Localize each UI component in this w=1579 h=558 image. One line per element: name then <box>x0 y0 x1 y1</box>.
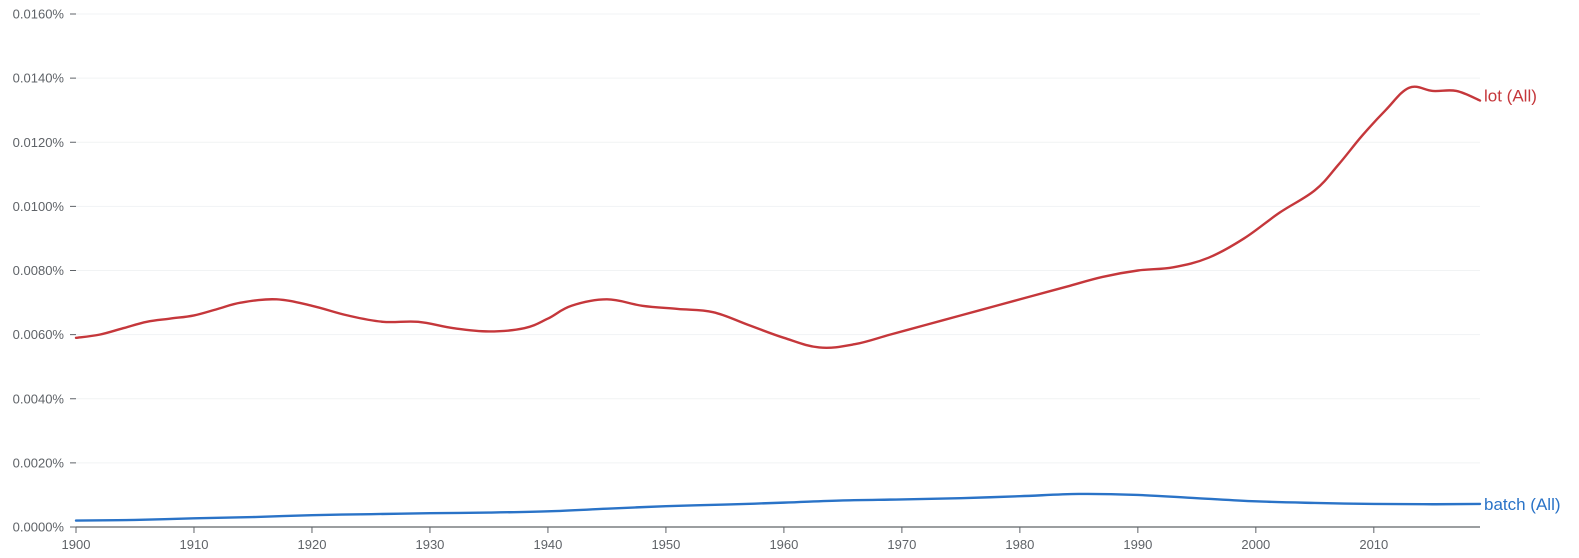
axis-layer: 0.0000% 0.0020% 0.0040% 0.0060% 0.0080% 0.010… <box>13 7 1480 552</box>
label-layer: lot (All) batch (All) <box>1484 87 1561 514</box>
x-tick-label: 1960 <box>769 537 798 552</box>
y-tick-label: 0.0100% <box>13 199 65 214</box>
y-tick-label: 0.0120% <box>13 135 65 150</box>
grid-layer <box>76 13 1480 464</box>
series-line-batch-all[interactable] <box>74 492 1482 522</box>
x-tick-label: 1950 <box>651 537 680 552</box>
y-tick-label: 0.0040% <box>13 391 65 406</box>
x-tick-label: 1930 <box>415 537 444 552</box>
y-tick-label: 0.0160% <box>13 7 65 22</box>
x-tick-label: 2000 <box>1241 537 1270 552</box>
series-label-batch-all[interactable]: batch (All) <box>1484 495 1561 514</box>
x-tick-label: 1910 <box>180 537 209 552</box>
x-tick-label: 1940 <box>533 537 562 552</box>
y-tick-label: 0.0140% <box>13 71 65 86</box>
x-tick-label: 2010 <box>1359 537 1388 552</box>
series-layer <box>74 85 1482 522</box>
x-tick-label: 1990 <box>1123 537 1152 552</box>
y-tick-label: 0.0080% <box>13 263 65 278</box>
series-label-lot-all[interactable]: lot (All) <box>1484 87 1537 106</box>
y-tick-label: 0.0020% <box>13 455 65 470</box>
x-tick-label: 1970 <box>887 537 916 552</box>
x-tick-label: 1920 <box>298 537 327 552</box>
x-tick-label: 1900 <box>62 537 91 552</box>
y-tick-label: 0.0060% <box>13 327 65 342</box>
y-tick-label: 0.0000% <box>13 520 65 535</box>
series-line-lot-all[interactable] <box>74 85 1482 349</box>
x-tick-label: 1980 <box>1005 537 1034 552</box>
